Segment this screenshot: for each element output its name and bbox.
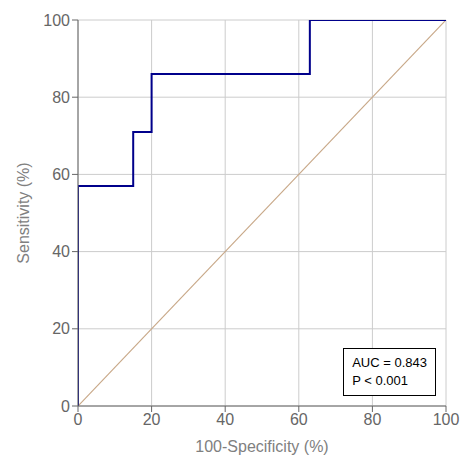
svg-text:60: 60: [290, 411, 308, 428]
html-text:AUC = 0.843: AUC = 0.843: [352, 355, 427, 370]
svg-text:40: 40: [216, 411, 234, 428]
svg-text:80: 80: [52, 89, 70, 106]
svg-text:20: 20: [52, 320, 70, 337]
svg-text:0: 0: [74, 411, 83, 428]
svg-text:100-Specificity (%): 100-Specificity (%): [195, 438, 328, 455]
svg-text:Sensitivity (%): Sensitivity (%): [15, 162, 32, 263]
svg-text:100: 100: [433, 411, 460, 428]
svg-text:100: 100: [43, 12, 70, 29]
svg-text:60: 60: [52, 166, 70, 183]
svg-text:40: 40: [52, 243, 70, 260]
html-text:P < 0.001: P < 0.001: [352, 373, 408, 388]
svg-text:20: 20: [143, 411, 161, 428]
svg-text:0: 0: [61, 398, 70, 415]
svg-text:80: 80: [364, 411, 382, 428]
